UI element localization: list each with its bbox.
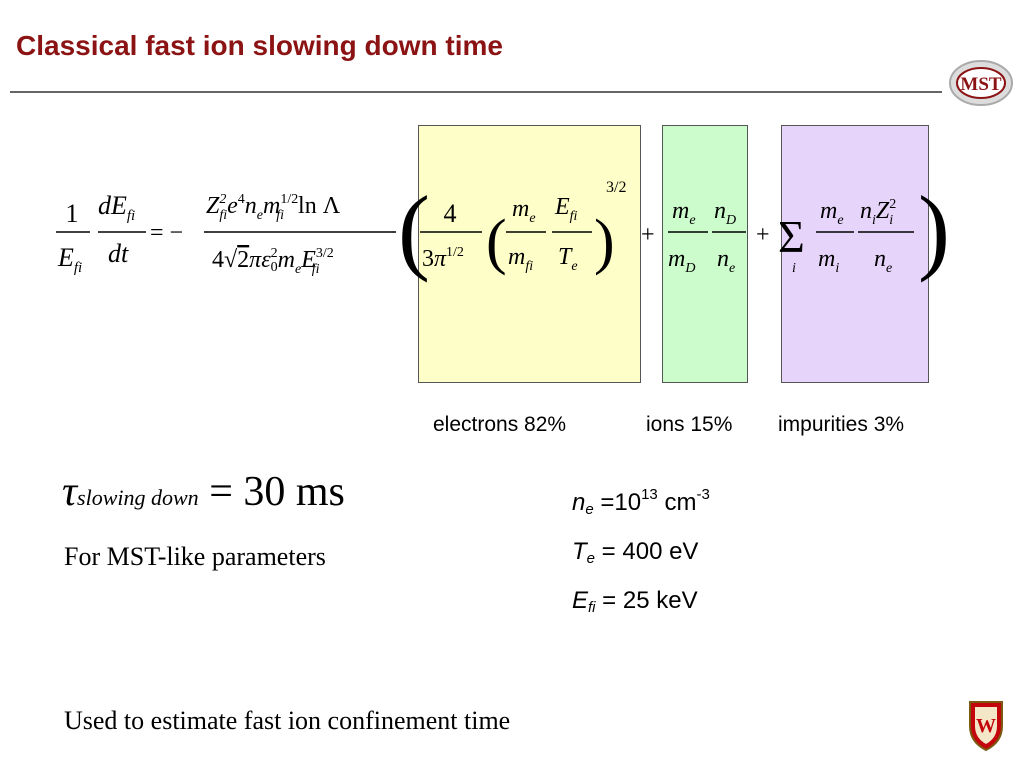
eq-lhs-den-sub: fi: [74, 260, 82, 276]
svg-text:nD: nD: [714, 198, 736, 228]
svg-text:Efi: Efi: [57, 243, 82, 276]
ion-term-box: [662, 125, 748, 383]
title-divider: [10, 91, 942, 93]
svg-text:mfi: mfi: [508, 244, 533, 274]
svg-text:dEfi: dEfi: [98, 191, 135, 224]
svg-text:Efi: Efi: [554, 194, 578, 224]
tau-symbol: τ: [62, 469, 78, 515]
svg-text:mi: mi: [818, 246, 839, 276]
svg-text:): ): [918, 176, 950, 283]
eq-equals-minus: = −: [150, 220, 183, 246]
parameter-list: ne =1013 cm-3 Te = 400 eV Efi = 25 keV: [572, 474, 710, 629]
logo-text: MST: [960, 74, 1002, 95]
svg-text:me: me: [512, 196, 536, 226]
svg-text:ne: ne: [717, 246, 735, 276]
eq-exp-3-2: 3/2: [606, 179, 626, 196]
electrons-label: electrons 82%: [433, 413, 567, 436]
eq-de: dE: [98, 191, 127, 220]
ne-row: ne =1013 cm-3: [572, 486, 710, 518]
svg-text:me: me: [820, 198, 844, 228]
eq-de-sub: fi: [127, 208, 135, 224]
ions-label: ions 15%: [646, 413, 733, 436]
svg-text:): ): [594, 208, 615, 276]
eq-plus-2: +: [756, 222, 770, 248]
svg-text:me: me: [672, 198, 696, 228]
slide-title: Classical fast ion slowing down time: [16, 30, 503, 61]
impurities-label: impurities 3%: [778, 413, 905, 436]
efi-row: Efi = 25 keV: [572, 587, 698, 616]
svg-text:3π1/2: 3π1/2: [422, 245, 464, 272]
svg-text:mD: mD: [668, 246, 695, 276]
slowing-down-result: τslowing down = 30 ms: [62, 468, 345, 516]
svg-text:i: i: [792, 261, 796, 276]
svg-text:ne: ne: [874, 246, 892, 276]
electron-term-box: [418, 125, 641, 383]
svg-text:Te: Te: [558, 244, 578, 274]
footer-text: Used to estimate fast ion confinement ti…: [64, 706, 511, 735]
eq-four: 4: [444, 199, 457, 228]
eq-one: 1: [66, 199, 79, 228]
svg-text:(: (: [398, 176, 430, 283]
mst-parameters-caption: For MST-like parameters: [64, 542, 326, 571]
impurity-term-box: [781, 125, 929, 383]
tau-value: = 30 ms: [209, 469, 345, 515]
svg-text:Σ: Σ: [778, 211, 805, 262]
uw-crest-icon: W: [969, 701, 1003, 752]
eq-lhs-den-e: E: [57, 243, 74, 272]
te-row: Te = 400 eV: [572, 538, 699, 567]
svg-text:(: (: [486, 208, 507, 276]
eq-plus-1: +: [641, 222, 655, 248]
mst-logo: MST: [949, 60, 1013, 106]
tau-subscript: slowing down: [77, 485, 199, 510]
eq-dt: dt: [108, 239, 129, 268]
crest-letter: W: [976, 715, 996, 737]
